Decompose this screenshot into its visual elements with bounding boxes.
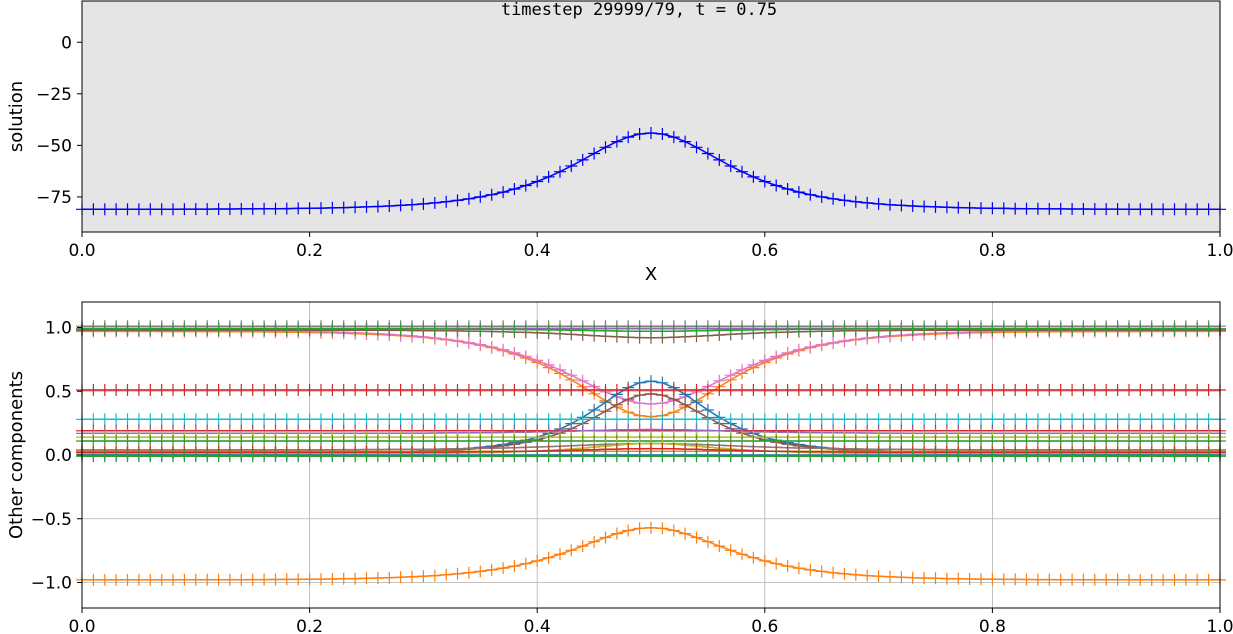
panel1-x-axis-label: X xyxy=(645,264,657,285)
panel2-xtick-label-1: 0.2 xyxy=(296,617,323,634)
panel1-ytick-label-3: −75 xyxy=(36,188,72,208)
panel2-xtick-label-0: 0.0 xyxy=(68,617,95,634)
panel1-xtick-label-5: 1.0 xyxy=(1206,241,1233,261)
panel2-xtick-label-3: 0.6 xyxy=(751,617,778,634)
panel1-ytick-label-1: −25 xyxy=(36,85,72,105)
panel1-y-axis-label: solution xyxy=(6,81,27,152)
panel1-title: timestep 29999/79, t = 0.75 xyxy=(501,0,777,20)
panel2-series-10 xyxy=(76,413,1226,426)
panel2-ytick-label-3: −0.5 xyxy=(31,510,72,530)
panel2-series-20 xyxy=(76,450,1226,463)
panel2-ytick-label-4: −1.0 xyxy=(31,574,72,594)
panel2-ytick-label-0: 1.0 xyxy=(45,319,72,339)
panel2-y-axis-label: Other components xyxy=(6,371,27,539)
panel1-xtick-label-1: 0.2 xyxy=(296,241,323,261)
panel1-plot-area xyxy=(82,1,1220,232)
panel2-ytick-label-2: 0.0 xyxy=(45,446,72,466)
panel1-xtick-label-0: 0.0 xyxy=(68,241,95,261)
panel1-xtick-label-3: 0.6 xyxy=(751,241,778,261)
panel1-ytick-label-0: 0 xyxy=(61,33,72,53)
panel2-xtick-label-5: 1.0 xyxy=(1206,617,1233,634)
panel2-xtick-label-4: 0.8 xyxy=(979,617,1006,634)
panel1-ytick-label-2: −50 xyxy=(36,136,72,156)
panel2-xtick-label-2: 0.4 xyxy=(524,617,551,634)
panel1-frame xyxy=(81,0,1221,233)
panel1-xtick-label-4: 0.8 xyxy=(979,241,1006,261)
panel1-xtick-label-2: 0.4 xyxy=(524,241,551,261)
panel2-ytick-label-1: 0.5 xyxy=(45,382,72,402)
